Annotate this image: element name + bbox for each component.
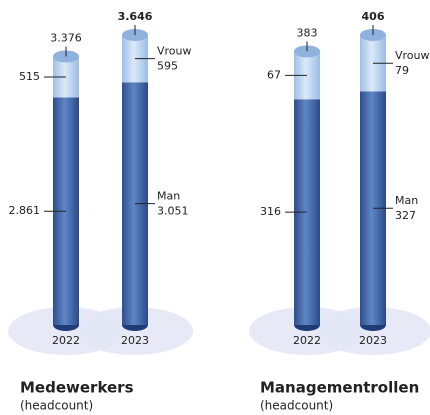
x-tick-label: 2023 — [359, 334, 387, 347]
chart-title: Managementrollen — [260, 379, 419, 397]
series-name: Vrouw — [395, 49, 430, 62]
total-label: 383 — [297, 26, 318, 39]
series-name: Man — [395, 194, 418, 207]
value-label: 327 — [395, 209, 416, 222]
chart-subtitle: (headcount) — [260, 399, 333, 413]
chart-subtitle: (headcount) — [20, 399, 93, 413]
value-label: 67 — [267, 68, 281, 81]
value-label: 595 — [157, 60, 178, 73]
value-label: 316 — [260, 205, 281, 218]
value-label: 515 — [19, 70, 40, 83]
series-name: Man — [157, 190, 180, 203]
total-label: 3.376 — [50, 31, 82, 44]
x-tick-label: 2023 — [121, 334, 149, 347]
value-label: 79 — [395, 64, 409, 77]
chart-title: Medewerkers — [20, 379, 134, 397]
value-label: 3.051 — [157, 205, 189, 218]
x-tick-label: 2022 — [52, 334, 80, 347]
total-label: 3.646 — [118, 10, 153, 23]
x-tick-label: 2022 — [293, 334, 321, 347]
series-name: Vrouw — [157, 45, 192, 58]
total-label: 406 — [362, 10, 385, 23]
base-shadow — [315, 307, 430, 355]
value-label: 2.861 — [9, 204, 41, 217]
